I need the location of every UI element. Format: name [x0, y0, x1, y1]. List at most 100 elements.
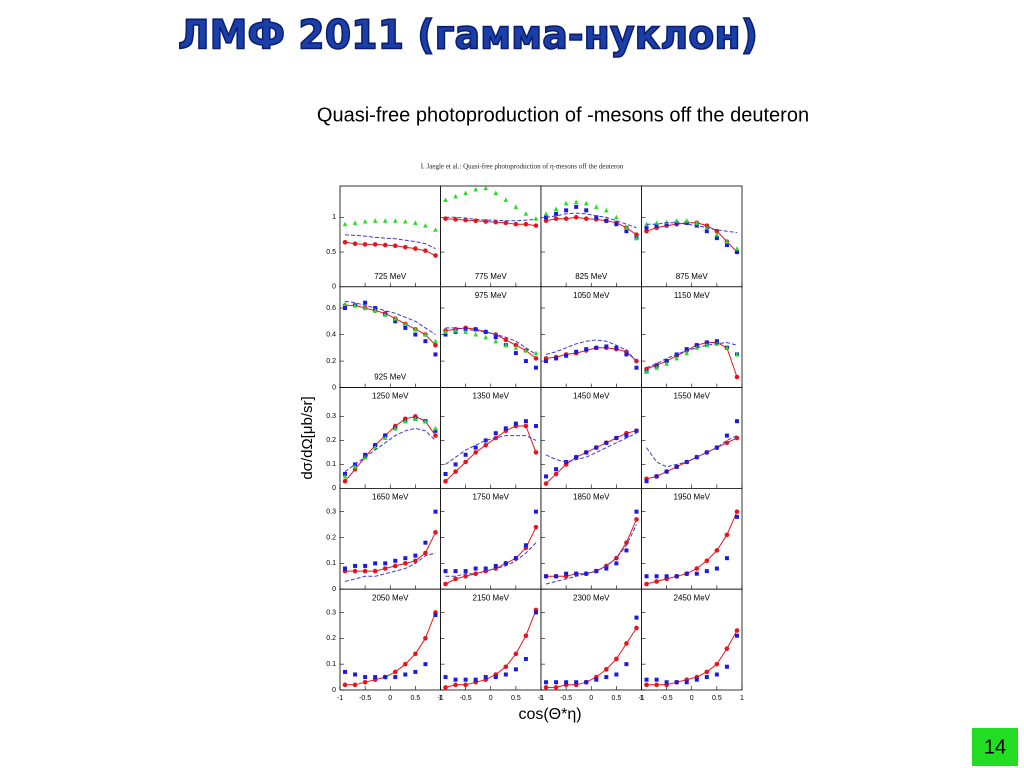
data-point [573, 214, 579, 220]
data-point [483, 185, 489, 191]
data-point [533, 509, 538, 514]
panel-label: 925 MeV [374, 373, 407, 382]
data-point [443, 569, 448, 574]
data-point [393, 675, 398, 680]
data-point [423, 418, 428, 424]
data-point [433, 338, 438, 344]
data-point [403, 244, 408, 250]
data-point [413, 220, 418, 225]
data-point [664, 574, 669, 579]
data-point [684, 347, 689, 352]
data-point [453, 569, 458, 574]
data-point [554, 356, 559, 361]
page-number-box [972, 728, 1018, 766]
data-point [362, 568, 368, 574]
data-point [704, 675, 709, 680]
data-point [523, 656, 528, 661]
data-point [654, 365, 659, 370]
panel-label: 1550 MeV [674, 392, 711, 401]
data-point [644, 369, 649, 374]
data-point [584, 347, 589, 352]
data-point [583, 216, 589, 221]
panel-label: 725 MeV [374, 272, 407, 281]
series-line [545, 524, 637, 585]
data-point [443, 581, 448, 587]
data-point [523, 347, 529, 353]
data-point [403, 556, 408, 561]
data-point [352, 464, 358, 469]
panel-frame [540, 185, 642, 288]
data-point [644, 677, 649, 682]
panel-frame [440, 286, 542, 388]
data-point [684, 220, 689, 225]
data-point [704, 342, 710, 348]
data-point [544, 474, 549, 479]
data-point [423, 339, 428, 344]
data-point [382, 242, 388, 248]
data-point [493, 431, 498, 436]
data-point [523, 423, 529, 429]
series-line [546, 627, 637, 688]
data-point [463, 452, 468, 457]
data-point [594, 345, 599, 350]
y-tick-label: 0.2 [326, 534, 336, 541]
data-point [383, 675, 388, 680]
panel-frame [339, 487, 441, 590]
data-point [523, 211, 529, 216]
data-point [714, 661, 720, 667]
data-point [614, 345, 619, 350]
panel-label: 2050 MeV [372, 593, 409, 602]
series-line [445, 609, 537, 688]
data-point [443, 685, 448, 690]
y-tick-label: 0.3 [326, 509, 336, 516]
data-point [634, 232, 639, 237]
data-point [453, 576, 458, 582]
y-tick-label: 0 [332, 586, 336, 593]
series-line [545, 212, 637, 229]
data-point [483, 329, 488, 334]
data-point [614, 656, 619, 662]
data-point [413, 416, 418, 421]
data-point [564, 571, 569, 576]
data-point [423, 223, 428, 228]
y-tick-label: 0.1 [326, 461, 336, 468]
data-point [362, 242, 368, 247]
data-point [493, 335, 498, 340]
data-point [413, 246, 418, 251]
data-point [614, 214, 619, 220]
data-point [654, 474, 659, 479]
panel-label: 2450 MeV [674, 593, 711, 602]
series-line [344, 234, 436, 250]
panel-label: 775 MeV [475, 272, 508, 281]
data-point [473, 566, 478, 571]
data-point [714, 548, 720, 553]
slide-title: Quasi-free photoproduction of -mesons of… [317, 104, 809, 126]
data-point [433, 530, 438, 535]
data-point [372, 445, 378, 450]
data-point [553, 216, 559, 221]
data-point [403, 561, 408, 566]
data-point [503, 337, 509, 343]
panel-frame [540, 588, 642, 691]
data-point [392, 316, 398, 321]
x-tick-label: -1 [638, 695, 644, 702]
data-point [614, 222, 619, 227]
panel: 1950 MeV [641, 487, 743, 590]
panel-label: 1750 MeV [473, 493, 510, 502]
data-point [503, 672, 508, 677]
data-point [473, 450, 478, 455]
data-point [503, 664, 509, 670]
data-point [624, 433, 629, 438]
data-point [734, 628, 740, 633]
data-point [453, 217, 458, 222]
data-point [433, 428, 438, 433]
data-point [342, 221, 348, 227]
data-point [372, 242, 378, 247]
series-line [646, 511, 738, 585]
data-point [372, 568, 378, 574]
data-point [493, 219, 499, 225]
panel: 1850 MeV [540, 487, 642, 590]
data-point [392, 669, 398, 675]
data-point [624, 229, 629, 234]
data-point [453, 462, 458, 467]
